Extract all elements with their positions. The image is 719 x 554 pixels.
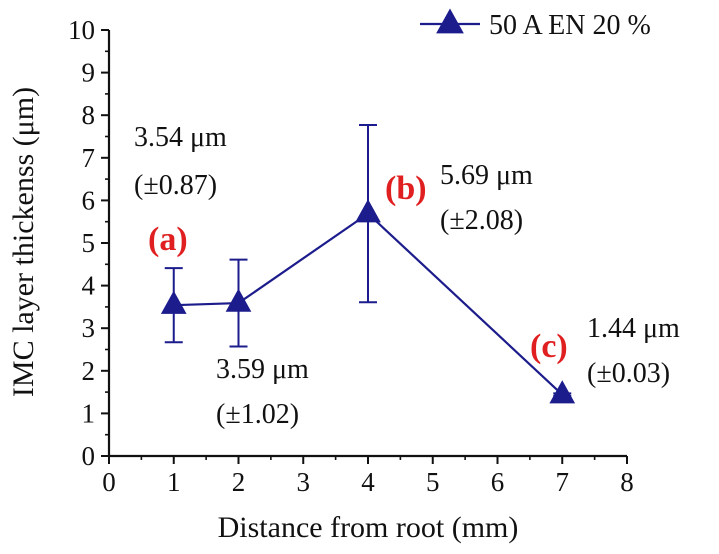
y-tick-label: 1 — [82, 398, 96, 428]
series-line — [173, 212, 563, 396]
data-point-marker — [355, 199, 381, 223]
std-annotation-text: (±1.02) — [216, 399, 299, 430]
y-tick-label: 10 — [68, 15, 95, 45]
tick-labels: 0 1 2 3 4 5 6 7 8 0 1 2 3 4 5 6 7 8 9 10 — [68, 15, 634, 497]
data-point-marker — [549, 380, 576, 404]
std-annotation-text: (±0.87) — [134, 170, 217, 201]
x-tick-label: 4 — [361, 467, 375, 497]
y-tick-label: 6 — [82, 185, 96, 215]
y-tick-label: 2 — [82, 356, 96, 386]
x-tick-label: 0 — [102, 467, 116, 497]
value-annotation-text: 3.54 μm — [134, 122, 227, 153]
y-tick-label: 4 — [82, 271, 96, 301]
y-tick-label: 8 — [82, 100, 96, 130]
y-tick-label: 9 — [82, 58, 96, 88]
data-point-marker — [160, 290, 187, 314]
y-axis-title: IMC layer thickenss (μm) — [7, 87, 40, 397]
value-annotations: 3.54 μm (±0.87) 3.59 μm (±1.02) 5.69 μm (±2.0… — [134, 122, 680, 430]
y-tick-label: 3 — [82, 313, 96, 343]
legend-label: 50 A EN 20 % — [489, 10, 651, 41]
value-annotation-text: 5.69 μm — [440, 160, 533, 191]
x-axis-title: Distance from root (mm) — [218, 511, 519, 544]
x-tick-label: 5 — [426, 467, 440, 497]
x-tick-label: 2 — [232, 467, 246, 497]
std-annotation-text: (±2.08) — [440, 205, 523, 236]
series-markers — [160, 199, 576, 404]
value-annotation-text: 1.44 μm — [587, 313, 680, 344]
point-letter-label: (c) — [530, 328, 568, 365]
series-lines — [173, 212, 563, 396]
axes — [101, 29, 628, 464]
legend-marker — [436, 8, 464, 34]
point-letter-label: (b) — [385, 170, 427, 207]
y-tick-label: 5 — [82, 228, 96, 258]
x-tick-label: 7 — [556, 467, 570, 497]
point-letter-label: (a) — [148, 221, 188, 258]
value-annotation-text: 3.59 μm — [216, 354, 309, 385]
legend: 50 A EN 20 % — [420, 8, 651, 41]
data-point-marker — [225, 288, 252, 312]
std-annotation-text: (±0.03) — [587, 358, 670, 389]
x-tick-label: 8 — [620, 467, 634, 497]
x-tick-label: 1 — [167, 467, 181, 497]
y-tick-label: 0 — [82, 441, 96, 471]
x-tick-label: 6 — [491, 467, 505, 497]
y-tick-label: 7 — [82, 143, 96, 173]
x-tick-label: 3 — [297, 467, 311, 497]
